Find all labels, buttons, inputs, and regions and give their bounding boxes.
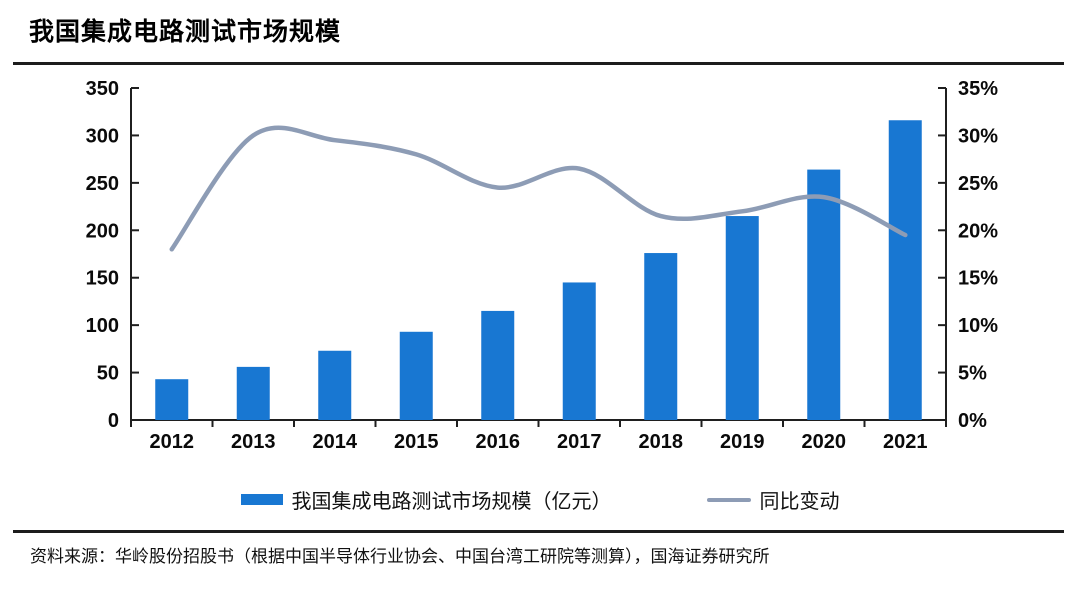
x-axis-label-2017: 2017 <box>557 431 602 453</box>
x-axis-label-2020: 2020 <box>802 431 847 453</box>
bar-2014 <box>318 350 352 420</box>
bar-2012 <box>155 379 189 420</box>
legend-bar-swatch <box>240 494 283 505</box>
bar-2020 <box>807 169 841 420</box>
legend-item-yoy-change: 同比变动 <box>706 485 840 514</box>
bar-2017 <box>562 282 596 420</box>
bar-2013 <box>236 366 270 420</box>
right-axis-label-0%: 0% <box>958 410 987 432</box>
x-axis-label-2012: 2012 <box>150 431 195 453</box>
x-axis-label-2016: 2016 <box>476 431 521 453</box>
legend-line-swatch <box>706 497 751 502</box>
bar-2015 <box>399 331 433 420</box>
x-axis-label-2015: 2015 <box>394 431 439 453</box>
source-note: 资料来源：华岭股份招股书（根据中国半导体行业协会、中国台湾工研院等测算），国海证… <box>30 547 770 567</box>
footer-divider-rule <box>13 530 1064 533</box>
bar-2021 <box>888 120 922 420</box>
chart-title: 我国集成电路测试市场规模 <box>29 18 342 46</box>
left-axis-label-350: 350 <box>86 78 119 100</box>
x-axis-label-2021: 2021 <box>883 431 928 453</box>
right-axis-label-5%: 5% <box>958 363 987 385</box>
left-axis-label-0: 0 <box>108 410 119 432</box>
legend-item-market-size: 我国集成电路测试市场规模（亿元） <box>240 485 612 514</box>
legend-bar-label: 我国集成电路测试市场规模（亿元） <box>291 489 612 513</box>
bar-2019 <box>725 216 759 420</box>
left-axis-label-150: 150 <box>86 268 119 290</box>
legend-line-label: 同比变动 <box>759 489 840 513</box>
x-axis-label-2013: 2013 <box>231 431 276 453</box>
left-axis-label-100: 100 <box>86 315 119 337</box>
right-axis-label-15%: 15% <box>958 268 998 290</box>
bar-2018 <box>644 253 678 420</box>
left-axis-label-250: 250 <box>86 173 119 195</box>
title-divider-rule <box>13 62 1064 65</box>
growth-line <box>169 125 908 252</box>
right-axis-label-35%: 35% <box>958 78 998 100</box>
left-axis-label-200: 200 <box>86 220 119 242</box>
right-axis-label-30%: 30% <box>958 125 998 147</box>
right-axis-label-25%: 25% <box>958 173 998 195</box>
x-axis-label-2014: 2014 <box>313 431 358 453</box>
x-axis-label-2018: 2018 <box>639 431 684 453</box>
x-axis-label-2019: 2019 <box>720 431 765 453</box>
left-axis-label-50: 50 <box>97 363 119 385</box>
left-axis-label-300: 300 <box>86 125 119 147</box>
right-axis-label-20%: 20% <box>958 220 998 242</box>
bar-2016 <box>481 310 515 420</box>
right-axis-label-10%: 10% <box>958 315 998 337</box>
chart-legend: 我国集成电路测试市场规模（亿元） 同比变动 <box>0 485 1080 514</box>
